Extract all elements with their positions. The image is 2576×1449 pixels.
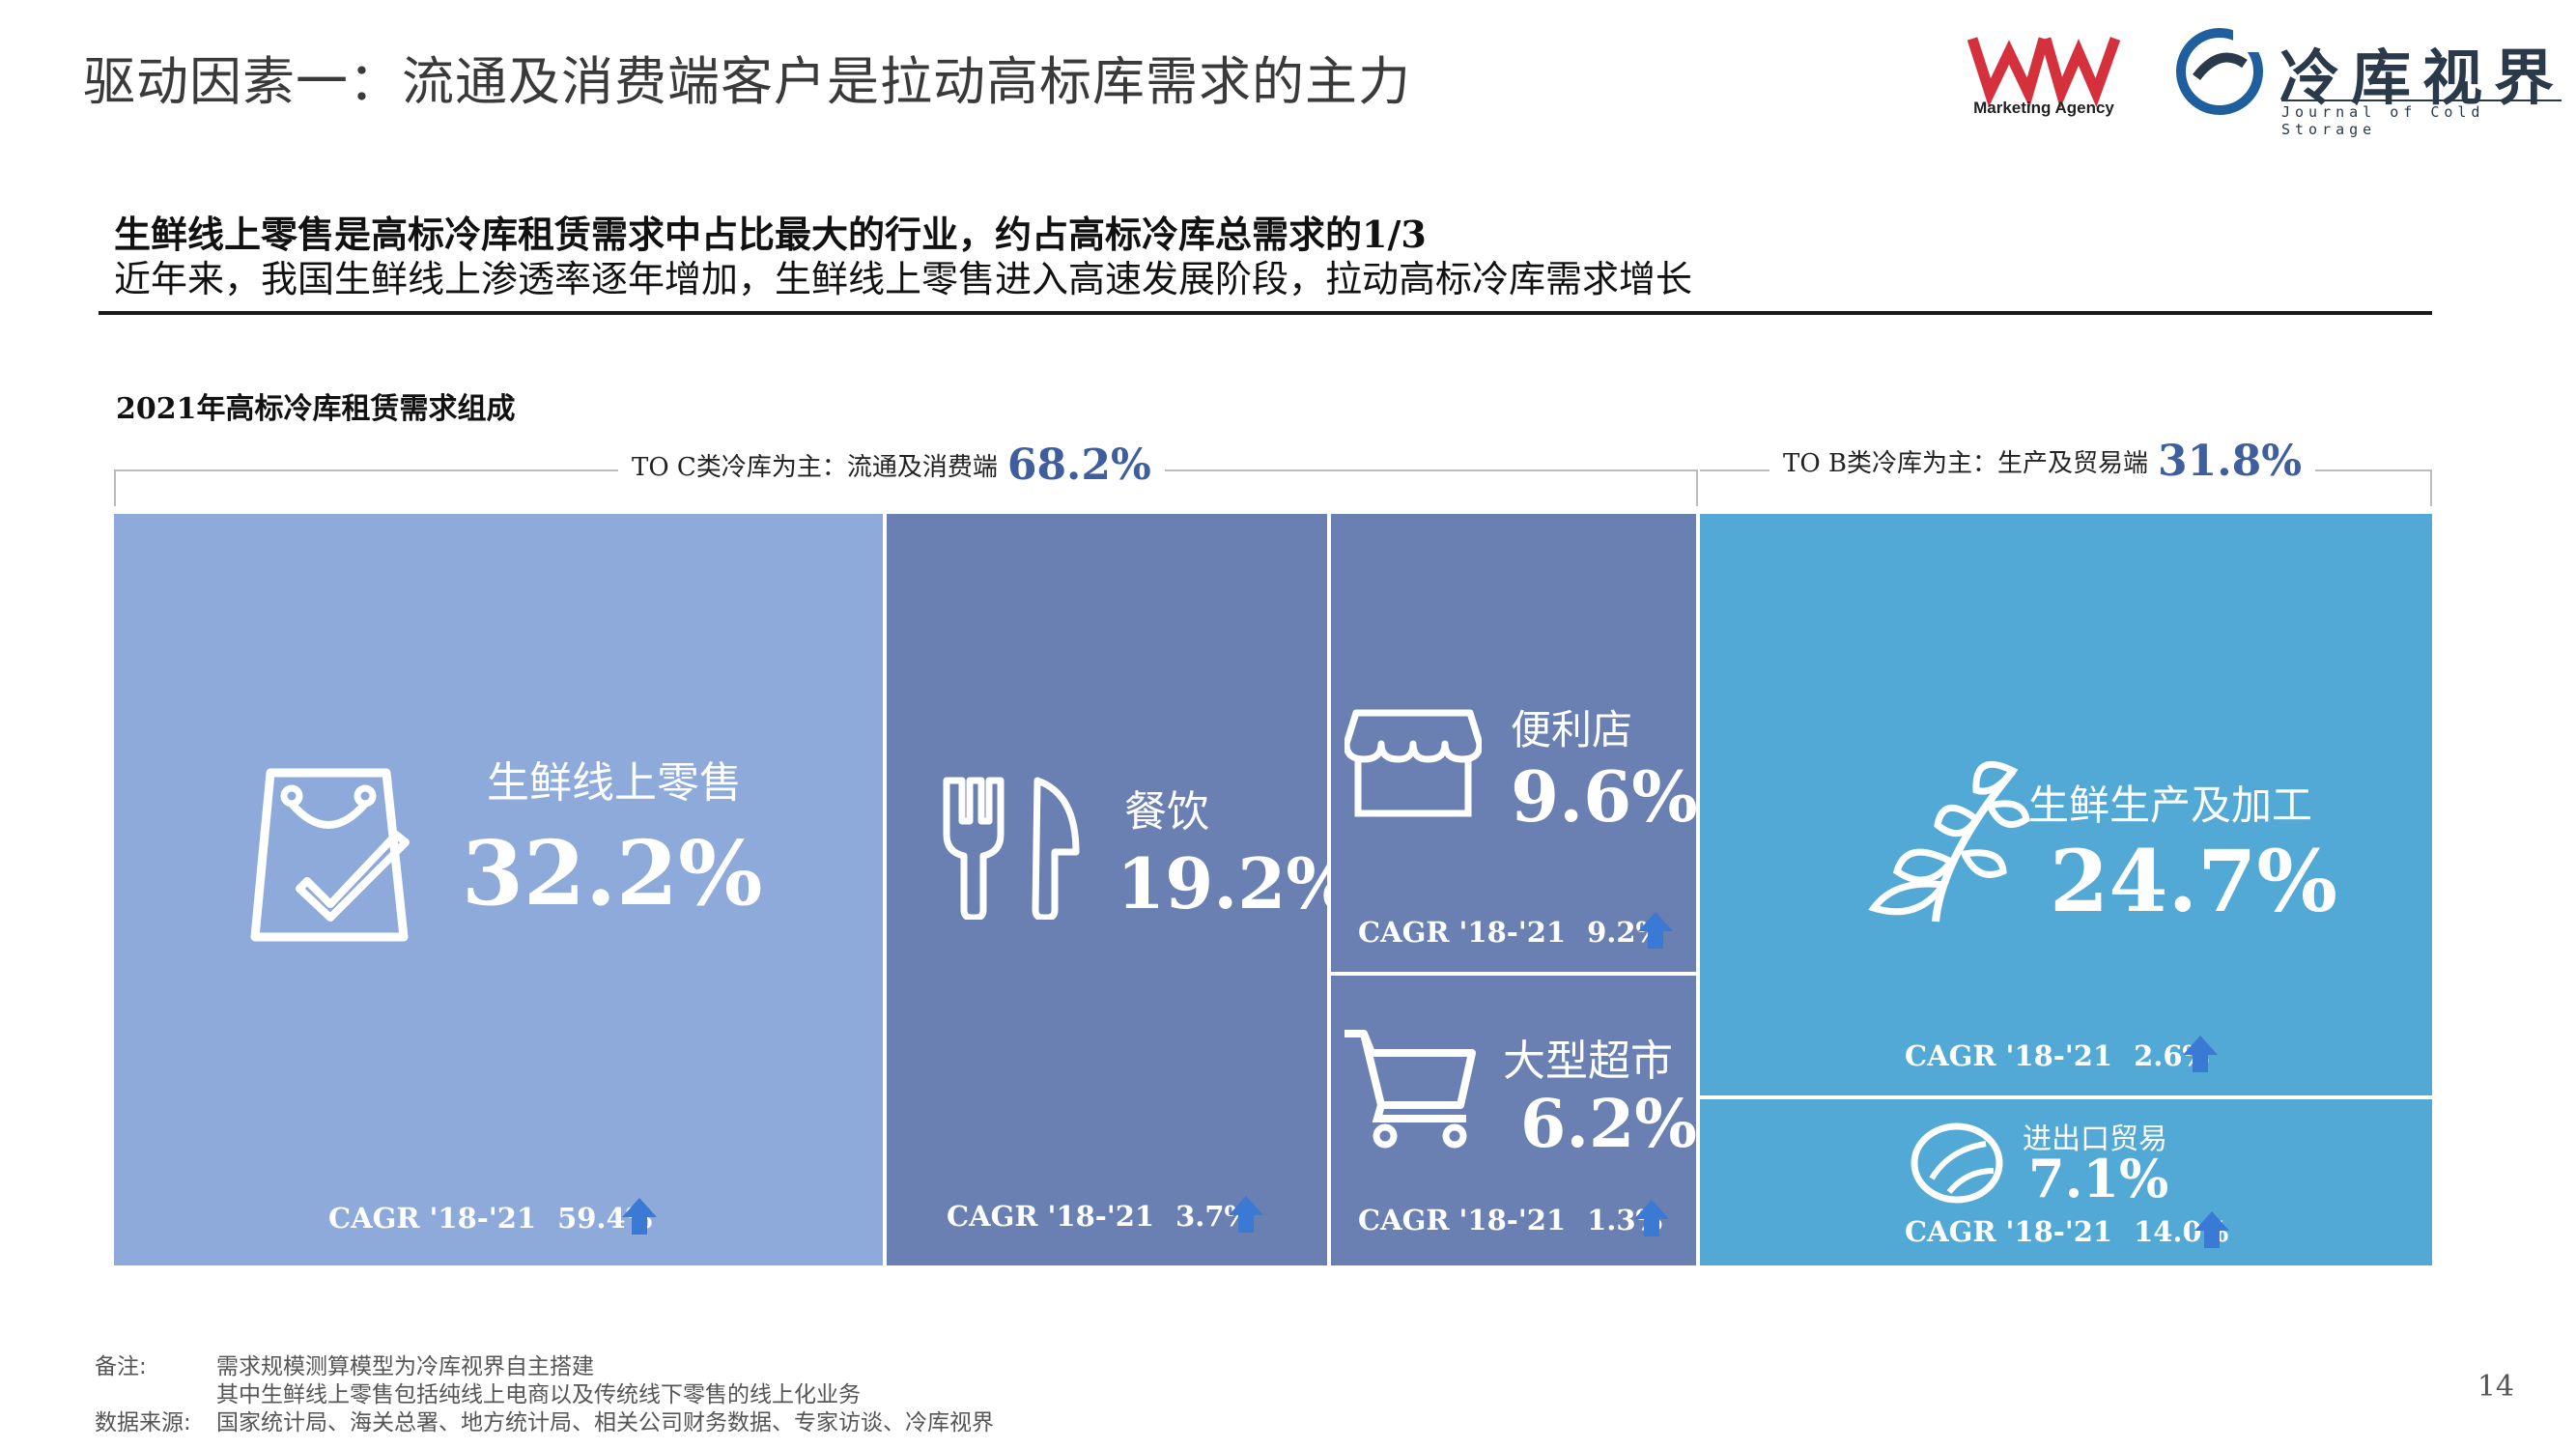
cagr-label: CAGR '18-'21 — [1358, 1204, 1567, 1236]
segment-share: 32.2% — [462, 821, 763, 925]
segment-name: 生鲜生产及加工 — [2028, 781, 2313, 829]
segment-cagr: CAGR '18-'21 3.7% — [947, 1200, 1251, 1233]
ww-logo-caption: Marketing Agency — [1973, 99, 2114, 117]
treemap-tile-online-fresh-retail: 生鲜线上零售 32.2% CAGR '18-'21 59.4% — [114, 514, 883, 1265]
note-line-1: 需求规模测算模型为冷库视界自主搭建 — [216, 1354, 594, 1379]
cagr-label: CAGR '18-'21 — [1358, 916, 1567, 949]
page-title: 驱动因素一：流通及消费端客户是拉动高标库需求的主力 — [83, 51, 1411, 112]
treemap-tile-catering: 餐饮 19.2% CAGR '18-'21 3.7% — [887, 514, 1352, 1265]
up-arrow-icon — [1634, 1200, 1669, 1236]
treemap-tile-convenience-store: 便利店 9.6% CAGR '18-'21 9.2% — [1331, 514, 1698, 972]
cagr-label: CAGR '18-'21 — [947, 1200, 1155, 1233]
treemap-tile-hypermarket: 大型超市 6.2% CAGR '18-'21 1.3% — [1331, 976, 1697, 1265]
cagr-label: CAGR '18-'21 — [328, 1202, 537, 1235]
page-number: 14 — [2477, 1370, 2514, 1404]
up-arrow-icon — [2194, 1211, 2229, 1248]
group-bracket-toc-right — [1696, 469, 1698, 506]
segment-name: 大型超市 — [1503, 1037, 1673, 1086]
treemap-tile-fresh-production: 生鲜生产及加工 24.7% CAGR '18-'21 2.6% — [1700, 514, 2432, 1095]
source-text: 国家统计局、海关总署、地方统计局、相关公司财务数据、专家访谈、冷库视界 — [216, 1410, 994, 1435]
segment-name: 便利店 — [1511, 706, 1633, 753]
fork-knife-icon — [943, 777, 1080, 920]
up-arrow-icon — [1638, 912, 1673, 949]
plant-leaf-icon — [1868, 760, 2030, 923]
segment-cagr: CAGR '18-'21 1.3% — [1358, 1204, 1662, 1236]
group-label-tob-text: TO B类冷库为主：生产及贸易端 — [1783, 449, 2149, 478]
treemap-tile-import-export: 进出口贸易 7.1% CAGR '18-'21 14.0% — [1700, 1099, 2432, 1265]
note-line-2: 其中生鲜线上零售包括纯线上电商以及传统线下零售的线上化业务 — [216, 1382, 861, 1407]
source-label: 数据来源: — [95, 1410, 191, 1435]
segment-cagr: CAGR '18-'21 2.6% — [1905, 1039, 2209, 1072]
segment-name: 生鲜线上零售 — [487, 758, 742, 808]
segment-name: 餐饮 — [1124, 787, 1209, 837]
ww-logo — [1967, 37, 2121, 109]
headline-line-2: 近年来，我国生鲜线上渗透率逐年增加，生鲜线上零售进入高速发展阶段，拉动高标冷库需… — [114, 258, 1693, 300]
cold-storage-logo-mark — [2176, 28, 2263, 115]
up-arrow-icon — [2183, 1036, 2218, 1072]
group-label-toc-text: TO C类冷库为主：流通及消费端 — [632, 453, 998, 482]
segment-cagr: CAGR '18-'21 9.2% — [1358, 916, 1662, 949]
group-bracket-toc-left — [114, 469, 116, 506]
segment-share: 7.1% — [2028, 1148, 2169, 1209]
note-label: 备注: — [95, 1354, 147, 1379]
segment-name: 进出口贸易 — [2023, 1122, 2167, 1156]
segment-cagr: CAGR '18-'21 59.4% — [328, 1202, 652, 1235]
shopping-cart-icon — [1345, 1030, 1476, 1149]
segment-cagr: CAGR '18-'21 14.0% — [1905, 1215, 2228, 1248]
storefront-icon — [1345, 709, 1482, 817]
up-arrow-icon — [1229, 1196, 1263, 1233]
headline-line-1: 生鲜线上零售是高标冷库租赁需求中占比最大的行业，约占高标冷库总需求的1/3 — [114, 213, 1427, 256]
globe-icon — [1911, 1122, 2003, 1204]
segment-share: 6.2% — [1520, 1086, 1697, 1163]
cagr-label: CAGR '18-'21 — [1905, 1215, 2113, 1248]
segment-share: 9.6% — [1511, 755, 1698, 838]
segment-share: 24.7% — [2050, 831, 2337, 931]
shopping-bag-check-icon — [250, 768, 410, 942]
group-label-toc-pct: 68.2% — [1006, 440, 1151, 490]
group-label-toc: TO C类冷库为主：流通及消费端 68.2% — [618, 440, 1165, 490]
up-arrow-icon — [622, 1198, 657, 1235]
segment-share: 19.2% — [1117, 842, 1352, 924]
chart-title: 2021年高标冷库租赁需求组成 — [116, 392, 516, 426]
headline-divider — [99, 311, 2432, 315]
group-bracket-tob-right — [2430, 469, 2432, 506]
cold-storage-logo-subtitle: Journal of Cold Storage — [2281, 99, 2562, 138]
group-label-tob-pct: 31.8% — [2158, 437, 2303, 486]
cagr-label: CAGR '18-'21 — [1905, 1039, 2113, 1072]
group-label-tob: TO B类冷库为主：生产及贸易端 31.8% — [1769, 437, 2316, 486]
